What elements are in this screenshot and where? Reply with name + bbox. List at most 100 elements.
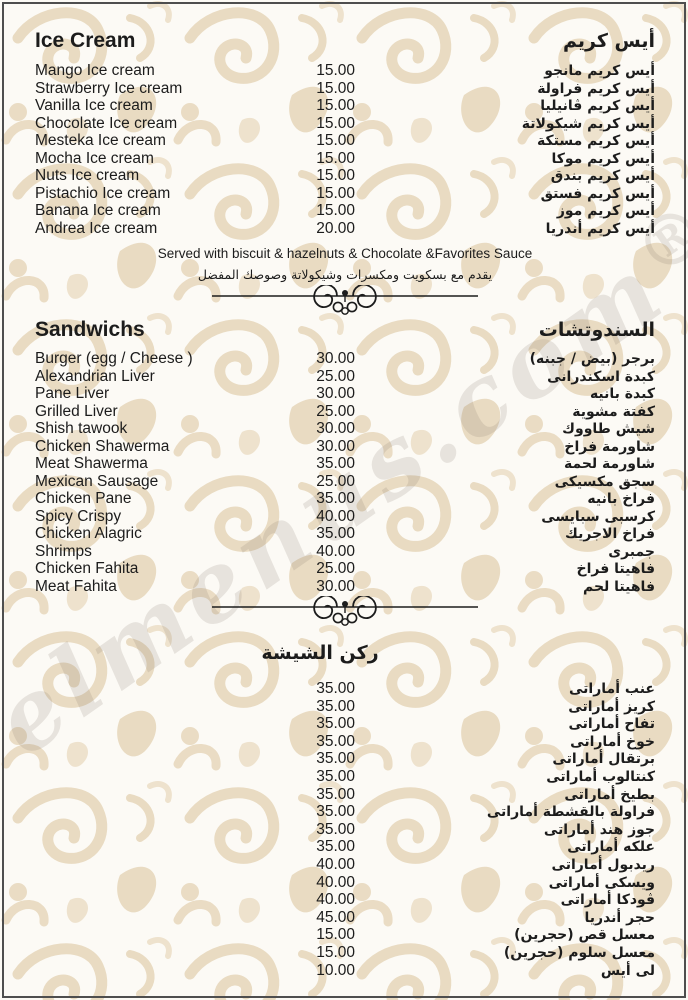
item-name-en: Nuts Ice cream <box>35 167 140 184</box>
menu-item-row: Grilled Liver 25.00 كفتة مشوية <box>35 403 655 421</box>
item-name-ar: شاورمة لحمة <box>563 456 655 472</box>
item-name-ar: جمبرى <box>608 543 655 560</box>
item-price: 15.00 <box>316 943 355 961</box>
item-price: 40.00 <box>316 542 355 560</box>
item-name-ar: كفتة مشوية <box>572 403 655 420</box>
menu-item-row: Chocolate Ice cream 15.00 أيس كريم شيكولات… <box>35 115 655 133</box>
item-name-en: Chocolate Ice cream <box>35 114 178 132</box>
item-price: 15.00 <box>316 149 355 167</box>
ice-cream-section-header: Ice Cream أيس كريم <box>35 28 655 54</box>
item-name-en: Spicy Crispy <box>35 507 122 525</box>
item-name-en: Mocha Ice cream <box>35 149 154 167</box>
menu-item-row: 35.00 فراولة بالقشطة أماراتى <box>35 803 655 821</box>
item-name-ar: بطيخ أماراتى <box>564 786 655 803</box>
menu-item-row: Mocha Ice cream 15.00 أيس كريم موكا <box>35 150 655 168</box>
menu-item-row: Meat Shawerma 35.00 شاورمة لحمة <box>35 455 655 473</box>
menu-item-row: Strawberry Ice cream 15.00 أيس كريم فراولة <box>35 80 655 98</box>
sandwichs-title-ar: السندوتشات <box>538 319 655 341</box>
menu-item-row: 45.00 حجر أندريا <box>35 909 655 927</box>
item-price: 25.00 <box>316 472 355 490</box>
item-name-en: Chicken Fahita <box>35 560 139 577</box>
serving-note-en: Served with biscuit & hazelnuts & Chocol… <box>157 246 533 261</box>
item-name-ar: فراخ الاجريك <box>565 526 655 542</box>
menu-item-row: 35.00 برتقال أماراتى <box>35 750 655 768</box>
item-name-en: Vanilla Ice cream <box>35 97 153 114</box>
menu-item-row: Mesteka Ice cream 15.00 أيس كريم مستكة <box>35 132 655 150</box>
item-price: 40.00 <box>316 873 355 891</box>
menu-item-row: 35.00 كريز أماراتى <box>35 698 655 716</box>
item-name-ar: أيس كريم فستق <box>540 185 655 202</box>
item-price: 35.00 <box>316 455 355 472</box>
item-name-ar: لى أيس <box>600 962 655 979</box>
item-price: 15.00 <box>316 114 355 132</box>
menu-item-row: Spicy Crispy 40.00 كرسبى سبايسى <box>35 508 655 526</box>
menu-item-row: Shrimps 40.00 جمبرى <box>35 543 655 561</box>
item-name-ar: فراخ بانيه <box>587 491 655 507</box>
item-name-ar: تفاح أماراتى <box>568 716 655 733</box>
menu-item-row: Mango Ice cream 15.00 أيس كريم مانجو <box>35 62 655 80</box>
menu-item-row: Chicken Shawerma 30.00 شاورمة فراخ <box>35 438 655 456</box>
item-price: 10.00 <box>316 961 355 979</box>
ornamental-divider <box>212 596 478 626</box>
menu-item-row: Andrea Ice cream 20.00 أيس كريم أندريا <box>35 220 655 238</box>
item-name-en: Mesteka Ice cream <box>35 132 166 149</box>
menu-item-row: Meat Fahita 30.00 فاهيتا لحم <box>35 578 655 596</box>
item-price: 35.00 <box>316 680 355 697</box>
item-name-ar: أيس كريم مانجو <box>544 63 655 79</box>
item-price: 40.00 <box>316 891 355 909</box>
item-name-en: Chicken Alagric <box>35 525 142 542</box>
menu-item-row: 40.00 ڤودكا أماراتى <box>35 891 655 909</box>
menu-item-row: Chicken Fahita 25.00 فاهيتا فراخ <box>35 560 655 578</box>
item-name-ar: فراولة بالقشطة أماراتى <box>486 804 655 821</box>
item-price: 35.00 <box>316 732 355 750</box>
item-name-ar: أيس كريم فراولة <box>537 80 655 97</box>
item-name-en: Meat Shawerma <box>35 455 148 472</box>
item-name-ar: أيس كريم مستكة <box>537 133 655 149</box>
item-name-en: Burger (egg / Cheese ) <box>35 350 193 367</box>
item-name-en: Meat Fahita <box>35 577 117 595</box>
item-name-ar: أيس كريم موكا <box>551 150 655 167</box>
menu-item-row: Mexican Sausage 25.00 سجق مكسيكى <box>35 473 655 491</box>
item-price: 15.00 <box>316 167 355 184</box>
item-name-ar: كرسبى سبايسى <box>541 508 655 525</box>
item-name-en: Strawberry Ice cream <box>35 79 183 97</box>
item-name-en: Mango Ice cream <box>35 62 155 79</box>
item-price: 25.00 <box>316 367 355 385</box>
item-name-ar: علكه أماراتى <box>567 839 655 856</box>
item-name-ar: معسل قص (حجرين) <box>514 927 655 944</box>
item-price: 25.00 <box>316 402 355 420</box>
item-price: 30.00 <box>316 385 355 402</box>
menu-item-row: Chicken Pane 35.00 فراخ بانيه <box>35 490 655 508</box>
serving-note-ar: يقدم مع بسكويت ومكسرات وشيكولاتة وصوصك ا… <box>197 267 493 282</box>
item-name-ar: أيس كريم أندريا <box>545 220 655 237</box>
item-price: 15.00 <box>316 926 355 944</box>
item-name-en: Chicken Pane <box>35 490 132 507</box>
item-name-ar: كبدة بانيه <box>589 386 655 402</box>
item-name-ar: معسل سلوم (حجرين) <box>503 944 655 961</box>
item-name-ar: ريدبول أماراتى <box>551 856 655 873</box>
item-name-ar: خوخ أماراتى <box>570 733 655 750</box>
shisha-title-ar: ركن الشيشة <box>261 642 379 664</box>
item-price: 35.00 <box>316 767 355 785</box>
menu-item-row: 40.00 ريدبول أماراتى <box>35 856 655 874</box>
menu-item-row: 15.00 معسل سلوم (حجرين) <box>35 944 655 962</box>
item-name-ar: ڤودكا أماراتى <box>560 892 655 909</box>
item-name-en: Pane Liver <box>35 385 110 402</box>
item-name-ar: جوز هند أماراتى <box>543 821 655 838</box>
item-price: 25.00 <box>316 560 355 577</box>
item-name-en: Shrimps <box>35 542 92 560</box>
item-price: 30.00 <box>316 350 355 367</box>
sandwichs-title-en: Sandwichs <box>35 318 145 341</box>
item-name-ar: أيس كريم بندق <box>550 168 655 184</box>
item-name-en: Pistachio Ice cream <box>35 184 171 202</box>
item-price: 35.00 <box>316 697 355 715</box>
sandwichs-items: Burger (egg / Cheese ) 30.00 برجر (بيض / ج… <box>35 350 655 595</box>
item-name-ar: حجر أندريا <box>584 909 655 926</box>
item-price: 35.00 <box>316 490 355 507</box>
item-name-ar: أيس كريم موز <box>556 203 655 219</box>
shisha-items: 35.00 عنب أماراتى 35.00 كريز أماراتى 35.00 تف… <box>35 680 655 979</box>
menu-item-row: Pane Liver 30.00 كبدة بانيه <box>35 385 655 403</box>
item-name-ar: عنب أماراتى <box>569 681 655 697</box>
